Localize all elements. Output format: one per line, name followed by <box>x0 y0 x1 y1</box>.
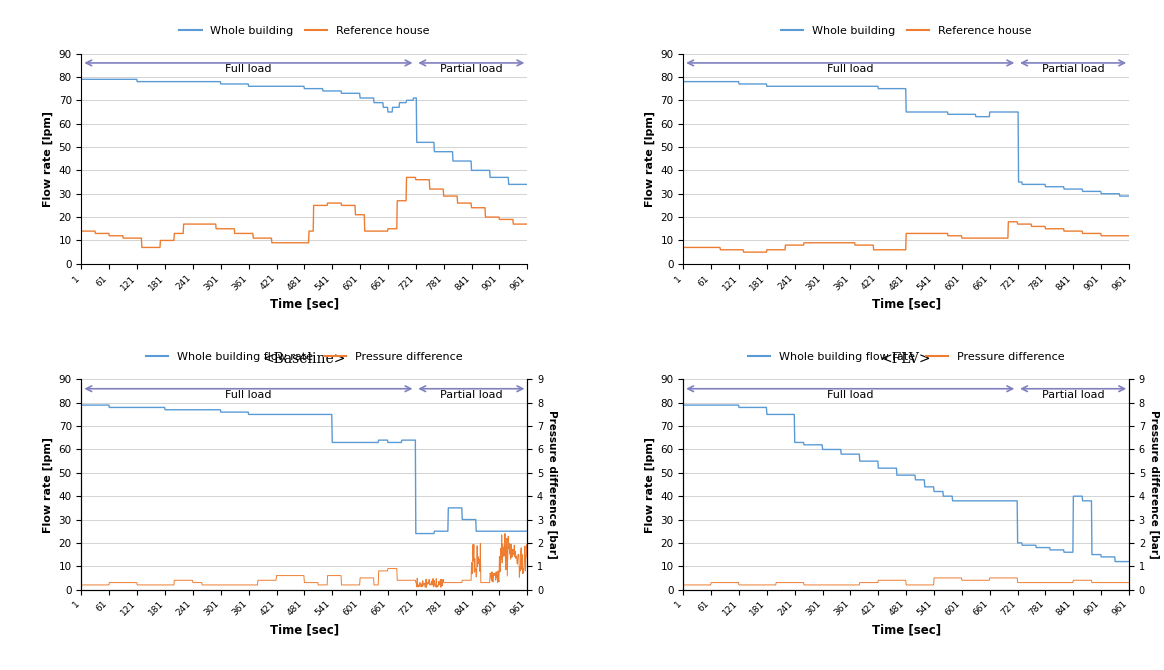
Text: Partial load: Partial load <box>1042 390 1105 400</box>
Text: Full load: Full load <box>225 390 271 400</box>
Text: Full load: Full load <box>826 64 873 74</box>
Legend: Whole building flow rate, Pressure difference: Whole building flow rate, Pressure diffe… <box>744 347 1069 366</box>
Y-axis label: Flow rate [lpm]: Flow rate [lpm] <box>645 436 655 533</box>
Y-axis label: Pressure difference [bar]: Pressure difference [bar] <box>1149 410 1159 559</box>
Legend: Whole building, Reference house: Whole building, Reference house <box>175 21 434 40</box>
Text: Partial load: Partial load <box>440 64 503 74</box>
Legend: Whole building flow rate, Pressure difference: Whole building flow rate, Pressure diffe… <box>142 347 467 366</box>
Y-axis label: Flow rate [lpm]: Flow rate [lpm] <box>43 111 54 207</box>
X-axis label: Time [sec]: Time [sec] <box>872 624 941 636</box>
Text: Partial load: Partial load <box>440 390 503 400</box>
Y-axis label: Pressure difference [bar]: Pressure difference [bar] <box>547 410 558 559</box>
Text: Full load: Full load <box>826 390 873 400</box>
X-axis label: Time [sec]: Time [sec] <box>872 297 941 311</box>
X-axis label: Time [sec]: Time [sec] <box>270 624 339 636</box>
X-axis label: Time [sec]: Time [sec] <box>270 297 339 311</box>
Text: Partial load: Partial load <box>1042 64 1105 74</box>
Text: Full load: Full load <box>225 64 271 74</box>
Title: <Baseline>: <Baseline> <box>263 352 346 366</box>
Legend: Whole building, Reference house: Whole building, Reference house <box>776 21 1036 40</box>
Y-axis label: Flow rate [lpm]: Flow rate [lpm] <box>43 436 54 533</box>
Title: <FLV>: <FLV> <box>881 352 931 366</box>
Y-axis label: Flow rate [lpm]: Flow rate [lpm] <box>645 111 655 207</box>
